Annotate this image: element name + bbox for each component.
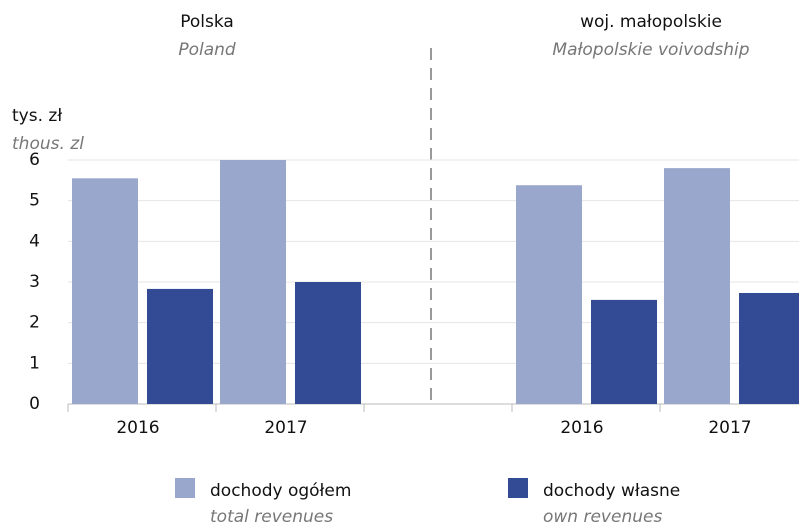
bar <box>72 178 138 404</box>
y-tick-label: 1 <box>29 353 40 373</box>
y-axis-label-en: thous. zl <box>12 134 84 154</box>
x-tick-label: 2016 <box>560 418 603 438</box>
legend-label: dochody własne <box>543 481 680 501</box>
panel-subtitle: Małopolskie voivodship <box>552 40 749 60</box>
x-tick-label: 2016 <box>116 418 159 438</box>
x-tick-label: 2017 <box>264 418 307 438</box>
bar <box>739 292 799 404</box>
bar <box>591 299 657 404</box>
panel-title: woj. małopolskie <box>580 12 722 32</box>
bar <box>664 168 730 404</box>
y-tick-label: 4 <box>29 231 40 251</box>
y-tick-label: 3 <box>29 272 40 292</box>
bar <box>220 160 286 404</box>
legend-swatch <box>175 478 195 498</box>
legend-sublabel: own revenues <box>543 507 662 524</box>
panel-title: Polska <box>180 12 234 32</box>
legend-sublabel: total revenues <box>210 507 333 524</box>
bar <box>147 288 213 404</box>
bar <box>295 282 361 404</box>
legend-label: dochody ogółem <box>210 481 351 501</box>
panel-subtitle: Poland <box>178 40 236 60</box>
legend-swatch <box>508 478 528 498</box>
y-tick-label: 6 <box>29 150 40 170</box>
y-tick-label: 5 <box>29 191 40 211</box>
x-tick-label: 2017 <box>708 418 751 438</box>
y-tick-label: 2 <box>29 313 40 333</box>
bar <box>516 185 582 404</box>
y-axis-label: tys. zł <box>12 106 62 126</box>
y-tick-label: 0 <box>29 394 40 414</box>
